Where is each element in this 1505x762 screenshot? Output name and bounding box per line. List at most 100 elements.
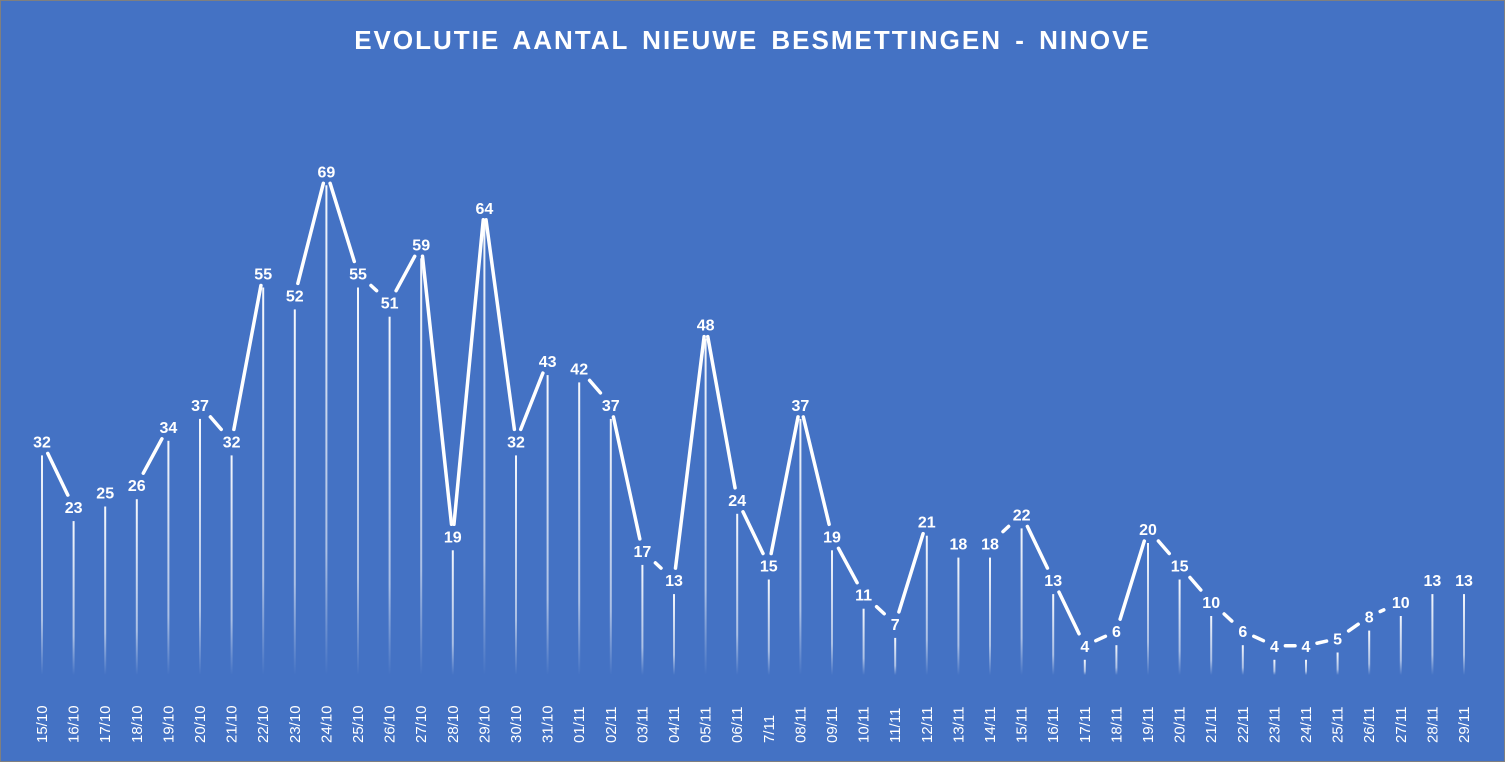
x-tick-label-22/11: 22/11	[1235, 707, 1252, 743]
drop-line-18/10	[135, 499, 138, 675]
line-segment-04/11-05/11	[673, 334, 706, 570]
chart-title: EVOLUTIE AANTAL NIEUWE BESMETTINGEN - NI…	[354, 25, 1151, 55]
line-segment-24/10-25/10	[328, 181, 357, 264]
line-segment-16/11-17/11	[1057, 590, 1081, 636]
data-label-20/10: 37	[191, 398, 209, 415]
data-label-24/10: 69	[318, 164, 336, 181]
data-label-22/11: 6	[1238, 624, 1247, 641]
drop-line-31/10	[546, 375, 549, 675]
x-tick-label-26/11: 26/11	[1361, 707, 1378, 743]
x-tick-label-29/11: 29/11	[1456, 707, 1473, 743]
drop-line-13/11	[957, 557, 960, 675]
drop-line-03/11	[641, 564, 644, 675]
line-segment-14/11-15/11	[1001, 524, 1011, 534]
drop-line-23/10	[293, 309, 296, 675]
data-label-19/11: 20	[1139, 522, 1157, 539]
line-segment-20/11-21/11	[1188, 575, 1203, 592]
x-tick-label-06/11: 06/11	[729, 707, 746, 743]
line-segment-17/11-18/11	[1094, 634, 1108, 643]
x-tick-label-29/10: 29/10	[476, 705, 493, 743]
data-label-29/10: 64	[476, 201, 494, 218]
drop-lines	[41, 185, 1465, 676]
data-label-10/11: 11	[855, 588, 872, 605]
data-label-20/11: 15	[1171, 559, 1189, 576]
data-label-24/11: 4	[1302, 639, 1311, 656]
data-label-17/11: 4	[1080, 639, 1089, 656]
line-segment-25/11-26/11	[1346, 622, 1360, 633]
line-segment-23/10-24/10	[296, 181, 326, 286]
drop-line-10/11	[862, 608, 865, 675]
line-segment-15/10-16/10	[46, 451, 70, 497]
x-tick-label-05/11: 05/11	[698, 707, 715, 743]
line-segment-29/10-30/10	[484, 218, 517, 432]
x-tick-label-7/11: 7/11	[761, 715, 778, 743]
x-tick-label-31/10: 31/10	[540, 705, 557, 743]
drop-line-29/11	[1463, 594, 1465, 675]
data-label-03/11: 17	[634, 544, 652, 561]
data-label-05/11: 48	[697, 318, 715, 335]
x-tick-label-12/11: 12/11	[919, 707, 936, 743]
line-segment-01/11-02/11	[587, 378, 603, 395]
x-tick-label-17/10: 17/10	[97, 705, 114, 743]
line-segment-7/11-08/11	[769, 415, 800, 556]
data-label-23/11: 4	[1270, 639, 1279, 656]
data-label-22/10: 55	[254, 267, 272, 284]
drop-line-22/11	[1241, 645, 1244, 675]
data-label-08/11: 37	[792, 398, 810, 415]
drop-line-09/11	[831, 550, 833, 675]
drop-line-12/11	[925, 535, 928, 675]
x-tick-label-25/10: 25/10	[350, 705, 367, 743]
x-tick-label-01/11: 01/11	[571, 707, 588, 743]
x-tick-label-21/10: 21/10	[224, 705, 241, 743]
data-label-16/11: 13	[1044, 573, 1062, 590]
series-line	[46, 181, 1386, 648]
drop-line-16/11	[1052, 594, 1055, 675]
line-segment-27/10-28/10	[420, 254, 454, 527]
line-segment-30/10-31/10	[518, 371, 545, 432]
drop-line-24/10	[325, 185, 328, 676]
data-label-28/10: 19	[444, 529, 462, 546]
x-tick-label-22/10: 22/10	[255, 705, 272, 743]
x-tick-label-15/11: 15/11	[1014, 707, 1031, 743]
x-tick-label-25/11: 25/11	[1330, 707, 1347, 743]
x-tick-label-13/11: 13/11	[950, 707, 967, 743]
drop-line-06/11	[736, 513, 739, 675]
data-label-30/10: 32	[507, 434, 525, 451]
drop-line-20/11	[1178, 579, 1181, 675]
data-label-21/10: 32	[223, 434, 241, 451]
line-segment-18/10-19/10	[141, 437, 164, 475]
x-tick-label-28/10: 28/10	[445, 705, 462, 743]
data-label-04/11: 13	[665, 573, 683, 590]
drop-line-15/11	[1020, 528, 1023, 675]
data-label-14/11: 18	[981, 537, 999, 554]
data-label-17/10: 25	[96, 486, 114, 503]
data-label-18/11: 6	[1112, 624, 1121, 641]
data-label-01/11: 42	[570, 361, 588, 378]
drop-line-22/10	[262, 287, 265, 675]
x-tick-label-28/11: 28/11	[1424, 707, 1441, 743]
data-label-09/11: 19	[823, 529, 841, 546]
drop-line-23/11	[1273, 659, 1276, 675]
data-label-16/10: 23	[65, 500, 83, 517]
drop-line-08/11	[799, 418, 802, 675]
drop-line-24/11	[1305, 659, 1307, 675]
drop-line-30/10	[515, 455, 517, 675]
drop-line-04/11	[673, 594, 675, 675]
drop-line-05/11	[704, 338, 707, 675]
drop-line-19/11	[1147, 543, 1149, 675]
data-label-06/11: 24	[728, 493, 746, 510]
data-label-29/11: 13	[1455, 573, 1473, 590]
data-label-27/10: 59	[412, 237, 430, 254]
x-tick-label-18/10: 18/10	[129, 705, 146, 743]
data-label-26/11: 8	[1365, 610, 1374, 627]
line-segment-09/11-10/11	[836, 546, 859, 585]
data-label-28/11: 13	[1424, 573, 1442, 590]
x-tick-label-15/10: 15/10	[34, 705, 51, 743]
data-label-15/11: 22	[1013, 507, 1031, 524]
drop-line-28/11	[1431, 594, 1434, 675]
x-tick-label-21/11: 21/11	[1203, 707, 1220, 743]
drop-line-16/10	[72, 521, 75, 675]
